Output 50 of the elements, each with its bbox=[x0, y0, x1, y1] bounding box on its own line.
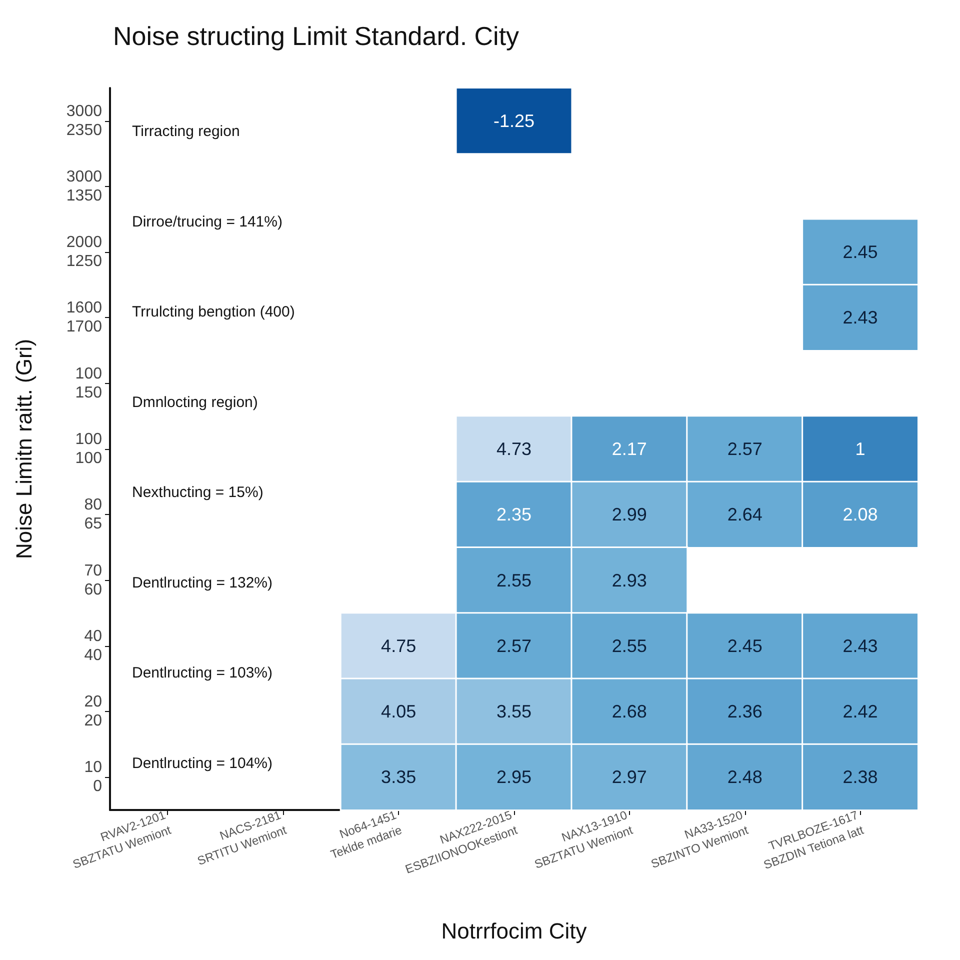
chart-title: Noise structing Limit Standard. City bbox=[113, 21, 520, 51]
data-label: 2.93 bbox=[612, 570, 647, 590]
annotation: Dentlructing = 132%) bbox=[132, 574, 272, 592]
y-tick-label: 20 20 bbox=[84, 694, 102, 730]
y-tick-label: 1600 1700 bbox=[66, 300, 102, 336]
y-tick-label: 70 60 bbox=[84, 562, 102, 598]
data-label: 2.08 bbox=[842, 504, 878, 525]
annotation: Dentlructing = 103%) bbox=[132, 664, 272, 682]
data-label: 2.43 bbox=[842, 636, 878, 656]
annotation: Tirracting region bbox=[132, 123, 240, 140]
annotation: Nexthucting = 15%) bbox=[132, 484, 264, 502]
y-tick-label: 2000 1250 bbox=[66, 234, 102, 270]
y-tick-label: 40 40 bbox=[84, 628, 102, 664]
y-tick-label: 10 0 bbox=[84, 759, 102, 796]
data-label: 2.55 bbox=[612, 636, 647, 656]
data-label: 2.48 bbox=[727, 767, 762, 788]
annotation: Dentlructing = 104%) bbox=[132, 754, 272, 772]
data-label: 4.05 bbox=[381, 702, 416, 722]
data-label: 2.57 bbox=[496, 636, 532, 656]
data-label: 4.73 bbox=[496, 439, 532, 459]
data-label: 2.35 bbox=[496, 504, 532, 525]
data-label: 2.38 bbox=[842, 767, 878, 788]
data-label: 2.55 bbox=[496, 570, 532, 590]
data-label: 1 bbox=[855, 439, 866, 459]
y-tick-label: 100 150 bbox=[75, 365, 102, 402]
data-label: 2.68 bbox=[612, 702, 647, 722]
data-label: 2.42 bbox=[842, 702, 878, 722]
data-label: 2.17 bbox=[612, 439, 647, 459]
annotation: Dirroe/trucing = 141%) bbox=[132, 213, 282, 230]
annotation: Trrulcting bengtion (400) bbox=[132, 304, 295, 321]
data-label: 3.55 bbox=[496, 702, 532, 722]
data-label: 2.64 bbox=[727, 504, 762, 525]
data-label: 2.99 bbox=[612, 504, 647, 525]
x-axis-title: Notrrfocim City bbox=[441, 918, 587, 944]
data-label: 2.43 bbox=[842, 308, 878, 328]
data-label: 2.45 bbox=[727, 636, 762, 656]
y-tick-label: 100 100 bbox=[75, 431, 102, 467]
y-tick-label: 80 65 bbox=[84, 496, 102, 533]
y-tick-label: 3000 2350 bbox=[66, 102, 102, 139]
data-label: 2.45 bbox=[842, 242, 878, 262]
y-tick-label: 3000 1350 bbox=[66, 168, 102, 204]
data-label: -1.25 bbox=[493, 110, 535, 131]
data-label: 2.97 bbox=[612, 767, 647, 788]
data-label: 2.57 bbox=[727, 439, 762, 459]
data-label: 4.75 bbox=[381, 636, 416, 656]
y-axis-title: Noise Limitn raitt. (Gri) bbox=[12, 338, 36, 560]
annotation: Dmnlocting region) bbox=[132, 394, 258, 411]
data-label: 2.36 bbox=[727, 702, 762, 722]
data-label: 3.35 bbox=[381, 767, 416, 788]
data-label: 2.95 bbox=[496, 767, 532, 788]
